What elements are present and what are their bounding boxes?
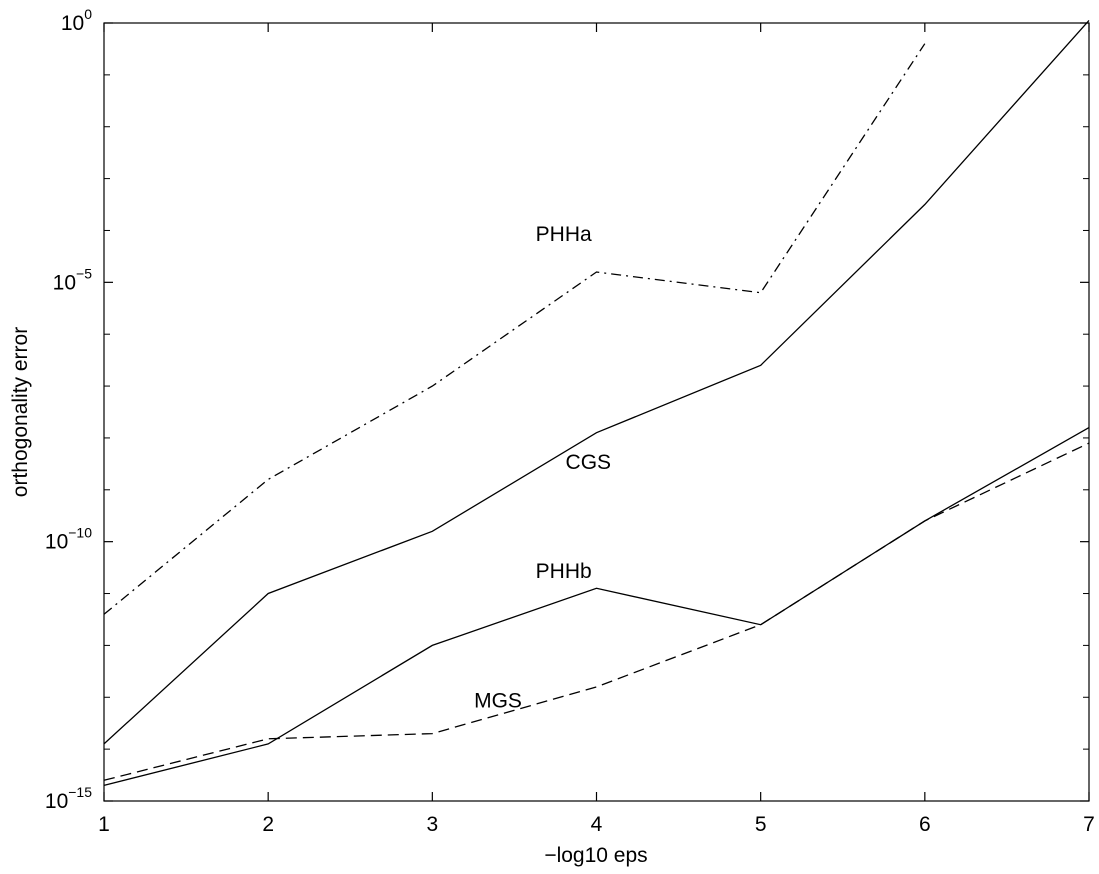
y-tick-label: 10−10 xyxy=(45,525,92,554)
y-axis-label: orthogonality error xyxy=(9,327,32,497)
plot-area xyxy=(103,22,1090,802)
x-tick-label: 2 xyxy=(262,813,274,836)
y-minor-ticks xyxy=(104,74,1089,750)
annotation-phha: PHHa xyxy=(536,223,592,246)
y-tick-exponent: −10 xyxy=(68,525,92,541)
series-lines xyxy=(103,19,1090,787)
y-tick-label: 10−15 xyxy=(45,784,92,813)
x-tick-label: 5 xyxy=(755,813,767,836)
x-tick-label: 4 xyxy=(591,813,603,836)
series-line-mgs xyxy=(103,442,1090,781)
y-tick-base: 10 xyxy=(45,531,68,554)
series-line-phha xyxy=(103,43,926,615)
x-tick-label: 7 xyxy=(1083,813,1095,836)
y-tick-exponent: 0 xyxy=(84,6,92,22)
y-tick-base: 10 xyxy=(53,271,76,294)
y-tick-label: 100 xyxy=(61,6,92,35)
x-axis-label: −log10 eps xyxy=(544,844,647,867)
annotation-cgs: CGS xyxy=(566,451,612,474)
annotation-phhb: PHHb xyxy=(536,560,592,583)
x-axis-ticks: 1 2 3 4 5 6 7 xyxy=(98,23,1095,836)
x-tick-label: 1 xyxy=(98,813,110,836)
y-tick-base: 10 xyxy=(61,12,84,35)
x-tick-label: 3 xyxy=(426,813,438,836)
y-tick-exponent: −15 xyxy=(68,784,92,800)
annotation-mgs: MGS xyxy=(474,690,522,713)
y-tick-label: 10−5 xyxy=(53,265,93,294)
x-tick-label: 6 xyxy=(919,813,931,836)
y-tick-base: 10 xyxy=(45,790,68,813)
series-line-cgs xyxy=(103,19,1090,745)
annotations: PHHa CGS PHHb MGS xyxy=(474,223,611,713)
y-tick-exponent: −5 xyxy=(76,265,92,281)
